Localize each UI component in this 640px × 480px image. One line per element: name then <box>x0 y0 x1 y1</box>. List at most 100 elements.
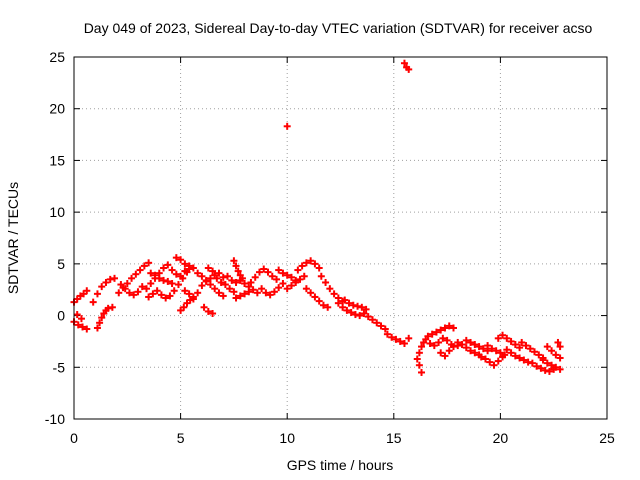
data-point <box>322 278 330 286</box>
data-point <box>174 281 182 289</box>
x-tick-label: 25 <box>599 430 615 446</box>
data-point <box>83 325 91 333</box>
data-point <box>140 262 148 270</box>
data-point <box>264 268 272 276</box>
data-point <box>326 285 334 293</box>
data-point <box>501 351 509 359</box>
data-point <box>153 287 161 295</box>
data-point <box>358 303 366 311</box>
data-point <box>270 288 278 296</box>
data-point <box>490 361 498 369</box>
data-point <box>215 269 223 277</box>
data-point <box>520 356 528 364</box>
data-point <box>302 259 310 267</box>
data-point <box>528 359 536 367</box>
data-point <box>96 319 104 327</box>
data-point <box>194 289 202 297</box>
data-point <box>426 339 434 347</box>
data-point <box>341 296 349 304</box>
data-point <box>298 262 306 270</box>
data-point <box>496 349 504 357</box>
data-point <box>228 276 236 284</box>
data-point <box>260 265 268 273</box>
y-tick-label: -10 <box>45 411 65 427</box>
data-point <box>537 364 545 372</box>
data-point <box>354 302 362 310</box>
data-point <box>232 278 240 286</box>
data-point <box>177 272 185 280</box>
data-point <box>268 272 276 280</box>
data-point <box>275 284 283 292</box>
data-point <box>279 280 287 288</box>
data-point <box>209 310 217 318</box>
data-point <box>204 307 212 315</box>
data-point <box>435 338 443 346</box>
data-point <box>230 288 238 296</box>
data-point <box>543 343 551 351</box>
y-tick-label: 15 <box>49 152 65 168</box>
data-point <box>241 290 249 298</box>
data-point <box>279 269 287 277</box>
data-point <box>439 334 447 342</box>
data-point <box>486 358 494 366</box>
y-tick-label: 0 <box>57 308 65 324</box>
data-point <box>526 345 534 353</box>
data-point <box>206 281 214 289</box>
data-point <box>430 342 438 350</box>
data-point <box>300 272 308 280</box>
x-axis-label: GPS time / hours <box>287 457 394 473</box>
data-point <box>302 285 310 293</box>
data-point <box>217 278 225 286</box>
data-point <box>273 275 281 283</box>
data-point <box>155 274 163 282</box>
data-point <box>93 324 101 332</box>
data-point <box>275 266 283 274</box>
grid-lines <box>74 57 607 419</box>
data-point <box>494 357 502 365</box>
data-point <box>296 275 304 283</box>
data-point <box>481 355 489 363</box>
data-point <box>545 367 553 375</box>
data-point <box>108 303 116 311</box>
y-tick-label: 5 <box>57 256 65 272</box>
data-point <box>115 289 123 297</box>
data-point <box>168 280 176 288</box>
data-point <box>349 301 357 309</box>
data-point <box>443 336 451 344</box>
data-point <box>104 304 112 312</box>
data-point <box>172 270 180 278</box>
data-point <box>315 264 323 272</box>
data-point <box>138 283 146 291</box>
data-point <box>89 298 97 306</box>
data-point <box>524 358 532 366</box>
data-point <box>362 305 370 313</box>
y-tick-label: 10 <box>49 204 65 220</box>
data-point <box>234 267 242 275</box>
y-tick-label: -5 <box>53 359 66 375</box>
data-point <box>130 291 138 299</box>
data-point <box>181 287 189 295</box>
data-point <box>251 273 259 281</box>
data-point <box>121 285 129 293</box>
data-point <box>230 257 238 265</box>
x-tick-label: 15 <box>386 430 402 446</box>
data-point <box>345 299 353 307</box>
data-point <box>531 348 539 356</box>
data-point <box>189 264 197 272</box>
data-point <box>541 366 549 374</box>
chart-title: Day 049 of 2023, Sidereal Day-to-day VTE… <box>84 20 593 36</box>
data-point <box>181 267 189 275</box>
data-point <box>445 347 453 355</box>
data-point <box>484 342 492 350</box>
data-points <box>70 59 564 376</box>
data-point <box>360 310 368 318</box>
y-ticks: -10 -5 0 5 10 15 20 25 <box>45 49 607 427</box>
data-point <box>415 349 423 357</box>
y-tick-label: 20 <box>49 101 65 117</box>
x-tick-label: 10 <box>279 430 295 446</box>
data-point <box>180 303 188 311</box>
data-point <box>471 341 479 349</box>
data-point <box>311 260 319 268</box>
data-point <box>142 285 150 293</box>
data-point <box>400 339 408 347</box>
